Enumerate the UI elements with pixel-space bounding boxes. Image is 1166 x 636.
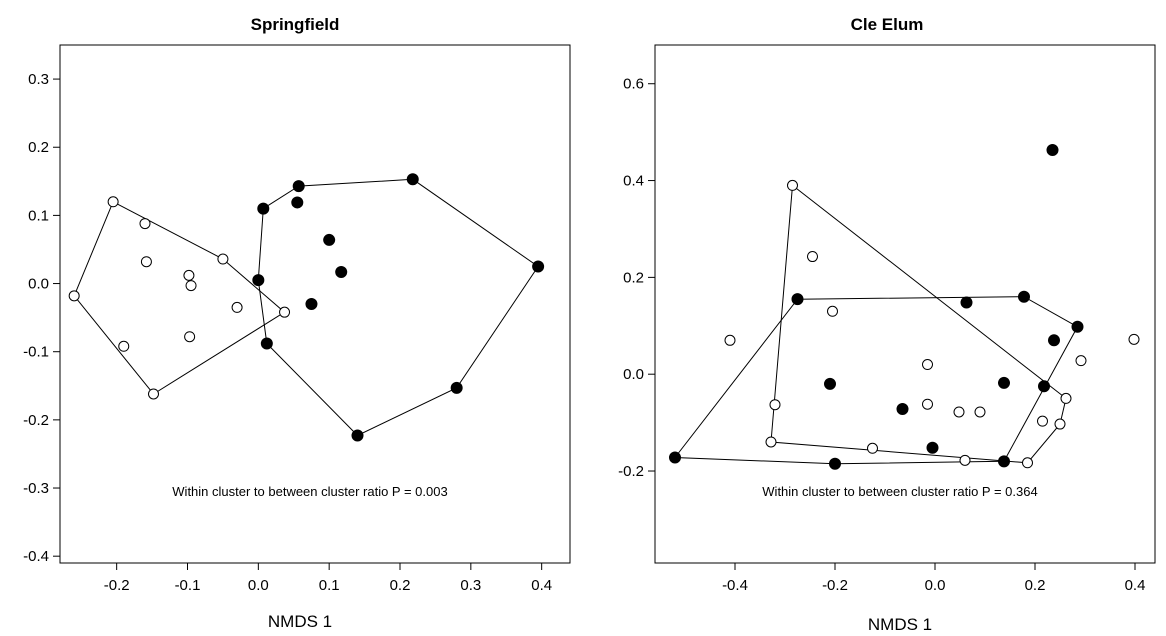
point-open-springfield: [139, 218, 151, 230]
hull-filled-springfield: [257, 178, 539, 437]
point-open-springfield: [118, 340, 130, 352]
point-filled-springfield: [450, 381, 463, 394]
point-open-cle-elum: [922, 359, 933, 371]
hull-open-springfield: [73, 201, 286, 395]
x-tick-label-cle-elum: -0.4: [722, 577, 748, 594]
point-open-springfield: [183, 269, 195, 281]
point-open-cle-elum: [769, 399, 781, 411]
x-tick-label-springfield: 0.0: [248, 577, 269, 594]
point-open-cle-elum: [867, 442, 878, 454]
point-open-springfield: [279, 306, 291, 318]
y-tick-label-springfield: 0.1: [28, 207, 49, 224]
point-filled-cle-elum: [1038, 380, 1050, 393]
x-tick-label-springfield: 0.2: [390, 577, 411, 594]
point-open-springfield: [148, 388, 159, 400]
point-open-springfield: [185, 280, 197, 292]
point-filled-springfield: [335, 265, 348, 278]
point-filled-cle-elum: [829, 457, 841, 470]
point-filled-cle-elum: [1018, 290, 1030, 303]
point-filled-cle-elum: [669, 451, 681, 464]
point-open-springfield: [68, 290, 80, 302]
plot-frame-springfield: [59, 44, 571, 564]
y-tick-label-springfield: 0.2: [28, 139, 49, 156]
x-tick-label-cle-elum: -0.2: [822, 577, 848, 594]
annotation-cle-elum: Within cluster to between cluster ratio …: [762, 484, 1037, 499]
x-axis-label-cle-elum: NMDS 1: [868, 615, 932, 634]
point-filled-cle-elum: [791, 293, 804, 306]
y-tick-label-cle-elum: 0.0: [623, 366, 644, 383]
point-filled-springfield: [257, 202, 270, 215]
point-filled-cle-elum: [926, 441, 939, 454]
chart-title-cle-elum: Cle Elum: [851, 15, 924, 34]
point-open-cle-elum: [724, 334, 736, 346]
x-tick-label-cle-elum: 0.4: [1125, 577, 1146, 594]
x-tick-label-springfield: 0.3: [460, 577, 481, 594]
point-filled-cle-elum: [896, 403, 909, 416]
point-open-cle-elum: [974, 406, 986, 418]
point-open-cle-elum: [959, 454, 971, 466]
point-filled-springfield: [532, 260, 545, 273]
point-open-springfield: [231, 301, 243, 313]
point-open-springfield: [184, 331, 196, 343]
hull-filled-cle-elum: [674, 296, 1079, 465]
point-filled-springfield: [351, 429, 364, 442]
point-open-cle-elum: [807, 251, 818, 263]
point-open-cle-elum: [827, 305, 838, 317]
y-tick-label-cle-elum: 0.2: [623, 269, 644, 286]
point-filled-springfield: [305, 298, 318, 310]
y-tick-label-springfield: -0.2: [23, 412, 49, 429]
point-filled-springfield: [252, 274, 265, 287]
annotation-springfield: Within cluster to between cluster ratio …: [172, 484, 447, 499]
point-filled-cle-elum: [998, 455, 1010, 468]
x-tick-label-springfield: -0.1: [175, 577, 201, 594]
hull-open-cle-elum: [770, 184, 1067, 464]
point-open-cle-elum: [1022, 457, 1033, 469]
point-open-springfield: [217, 253, 229, 265]
x-tick-label-springfield: 0.1: [319, 577, 340, 594]
point-filled-springfield: [406, 173, 419, 186]
point-filled-springfield: [323, 233, 336, 246]
point-filled-cle-elum: [1046, 144, 1059, 157]
y-tick-label-cle-elum: 0.4: [623, 173, 644, 190]
panel-springfield: Springfield -0.2 -0.1 0.0 0.1 0.2 0.3 0.4 0.3 0.…: [23, 15, 571, 631]
point-filled-cle-elum: [998, 376, 1010, 389]
y-tick-label-springfield: -0.1: [23, 344, 49, 361]
x-tick-label-springfield: 0.4: [531, 577, 552, 594]
point-open-cle-elum: [787, 179, 798, 191]
y-tick-label-springfield: -0.3: [23, 480, 49, 497]
point-filled-cle-elum: [824, 377, 836, 390]
y-tick-label-springfield: -0.4: [23, 548, 49, 565]
chart-title-springfield: Springfield: [251, 15, 340, 34]
point-open-cle-elum: [1054, 418, 1066, 430]
point-filled-cle-elum: [1071, 320, 1084, 333]
point-filled-springfield: [260, 337, 273, 350]
point-open-springfield: [107, 196, 119, 208]
point-open-cle-elum: [1075, 355, 1087, 367]
point-filled-springfield: [291, 196, 304, 209]
y-tick-label-springfield: 0.0: [28, 276, 49, 293]
point-open-cle-elum: [1037, 415, 1048, 427]
point-filled-cle-elum: [960, 296, 973, 309]
point-open-springfield: [140, 256, 152, 268]
x-tick-label-cle-elum: 0.2: [1025, 577, 1046, 594]
x-tick-label-springfield: -0.2: [104, 577, 130, 594]
point-filled-cle-elum: [1048, 334, 1060, 347]
point-open-cle-elum: [1128, 333, 1140, 345]
point-open-cle-elum: [953, 406, 965, 418]
y-tick-label-springfield: 0.3: [28, 71, 49, 88]
x-tick-label-cle-elum: 0.0: [925, 577, 946, 594]
y-tick-label-cle-elum: -0.2: [618, 463, 644, 480]
point-open-cle-elum: [765, 436, 777, 448]
point-filled-springfield: [292, 180, 305, 193]
point-open-cle-elum: [922, 398, 933, 410]
y-tick-label-cle-elum: 0.6: [623, 76, 644, 93]
point-open-cle-elum: [1060, 392, 1072, 404]
panel-cle-elum: Cle Elum -0.4 -0.2 0.0 0.2 0.4 0.6 0.4 0.2 0.0 -0…: [618, 15, 1156, 634]
x-axis-label-springfield: NMDS 1: [268, 612, 332, 631]
plot-frame-cle-elum: [654, 44, 1156, 564]
